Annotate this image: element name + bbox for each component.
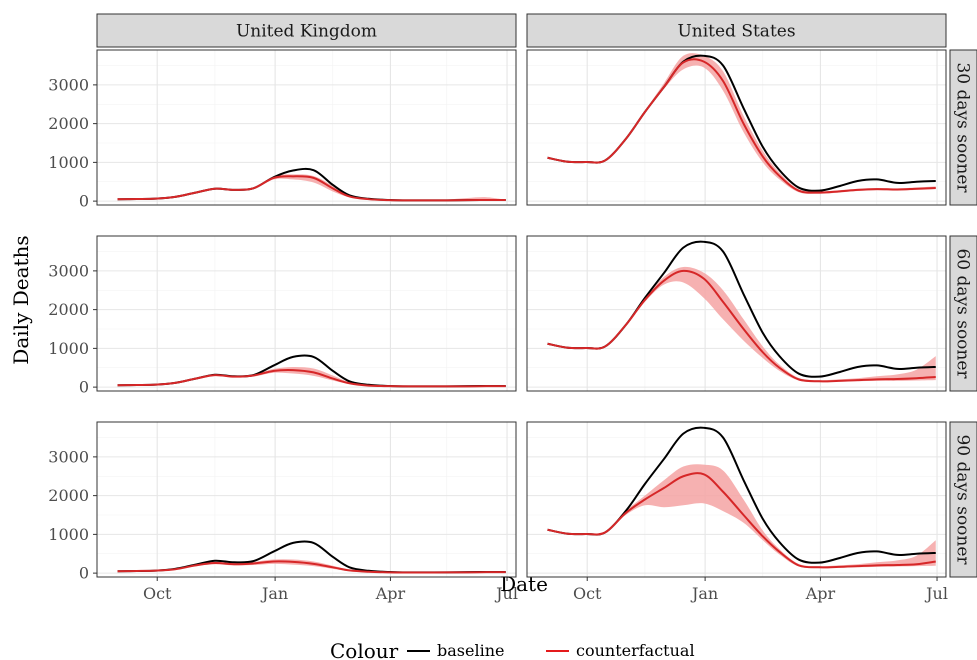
counterfactual-line — [547, 472, 936, 569]
counterfactual-line — [547, 269, 936, 383]
panel-united-kingdom-30-days-sooner: 0 1000 2000 3000 — [48, 49, 517, 211]
panel-background — [97, 236, 516, 391]
legend: Colour baseline counterfactual — [330, 639, 695, 660]
y-tick-label: 1000 — [48, 339, 89, 358]
counterfactual-line — [547, 58, 936, 194]
x-tick-label: Jul — [494, 584, 518, 603]
strip-label-column: United States — [677, 22, 795, 42]
x-tick-label: Oct — [573, 584, 602, 603]
y-tick-label: 1000 — [48, 153, 89, 172]
x-axis-title: Date — [500, 572, 548, 596]
legend-title: Colour — [330, 639, 399, 660]
panel-border — [526, 49, 947, 206]
x-tick-label: Jan — [690, 584, 718, 603]
panel-border — [96, 49, 517, 206]
panels-layer: 0 1000 2000 3000 0 1000 2000 3000 0 1000 2000 3000 O… — [48, 49, 948, 603]
counterfactual-line — [117, 368, 506, 388]
y-tick-label: 1000 — [48, 525, 89, 544]
legend-label-baseline: baseline — [437, 641, 504, 660]
y-tick-label: 0 — [79, 378, 89, 397]
strip-box — [526, 13, 947, 48]
counterfactual-ribbon — [547, 464, 936, 569]
y-tick-label: 2000 — [48, 300, 89, 319]
y-tick-label: 0 — [79, 564, 89, 583]
strip-box — [949, 235, 977, 392]
strip-label-row: 30 days sooner — [953, 62, 973, 193]
y-tick-label: 3000 — [48, 447, 89, 466]
x-tick-label: Apr — [805, 584, 836, 603]
strip-box — [949, 421, 977, 578]
panel-united-kingdom-90-days-sooner: 0 1000 2000 3000 Oct Jan Apr Jul — [48, 421, 518, 603]
x-tick-label: Apr — [375, 584, 406, 603]
panel-united-kingdom-60-days-sooner: 0 1000 2000 3000 — [48, 235, 517, 397]
counterfactual-line — [117, 560, 506, 574]
panel-border — [526, 421, 947, 578]
y-tick-label: 2000 — [48, 114, 89, 133]
y-tick-label: 0 — [79, 192, 89, 211]
y-tick-label: 3000 — [48, 75, 89, 94]
y-tick-label: 3000 — [48, 261, 89, 280]
panel-united-states-30-days-sooner — [526, 49, 947, 206]
counterfactual-ribbon — [547, 266, 936, 383]
strip-label-column: United Kingdom — [236, 22, 377, 42]
strip-box — [949, 49, 977, 206]
legend-label-counterfactual: counterfactual — [576, 641, 695, 660]
strip-label-row: 60 days sooner — [953, 248, 973, 379]
facet-strips: United Kingdom United States 30 days soone… — [96, 13, 977, 578]
y-axis-title: Daily Deaths — [9, 235, 33, 364]
panel-united-states-60-days-sooner — [526, 235, 947, 392]
strip-box — [96, 13, 517, 48]
strip-label-row: 90 days sooner — [953, 434, 973, 565]
panel-border — [96, 421, 517, 578]
panel-border — [526, 235, 947, 392]
panel-united-states-90-days-sooner: Oct Jan Apr Jul — [526, 421, 948, 603]
x-tick-label: Oct — [143, 584, 172, 603]
counterfactual-ribbon — [547, 53, 936, 194]
counterfactual-line — [117, 175, 506, 202]
counterfactual-ribbon — [117, 174, 506, 201]
panel-border — [96, 235, 517, 392]
panel-background — [97, 422, 516, 577]
x-tick-label: Jul — [924, 584, 948, 603]
x-tick-label: Jan — [260, 584, 288, 603]
y-tick-label: 2000 — [48, 486, 89, 505]
